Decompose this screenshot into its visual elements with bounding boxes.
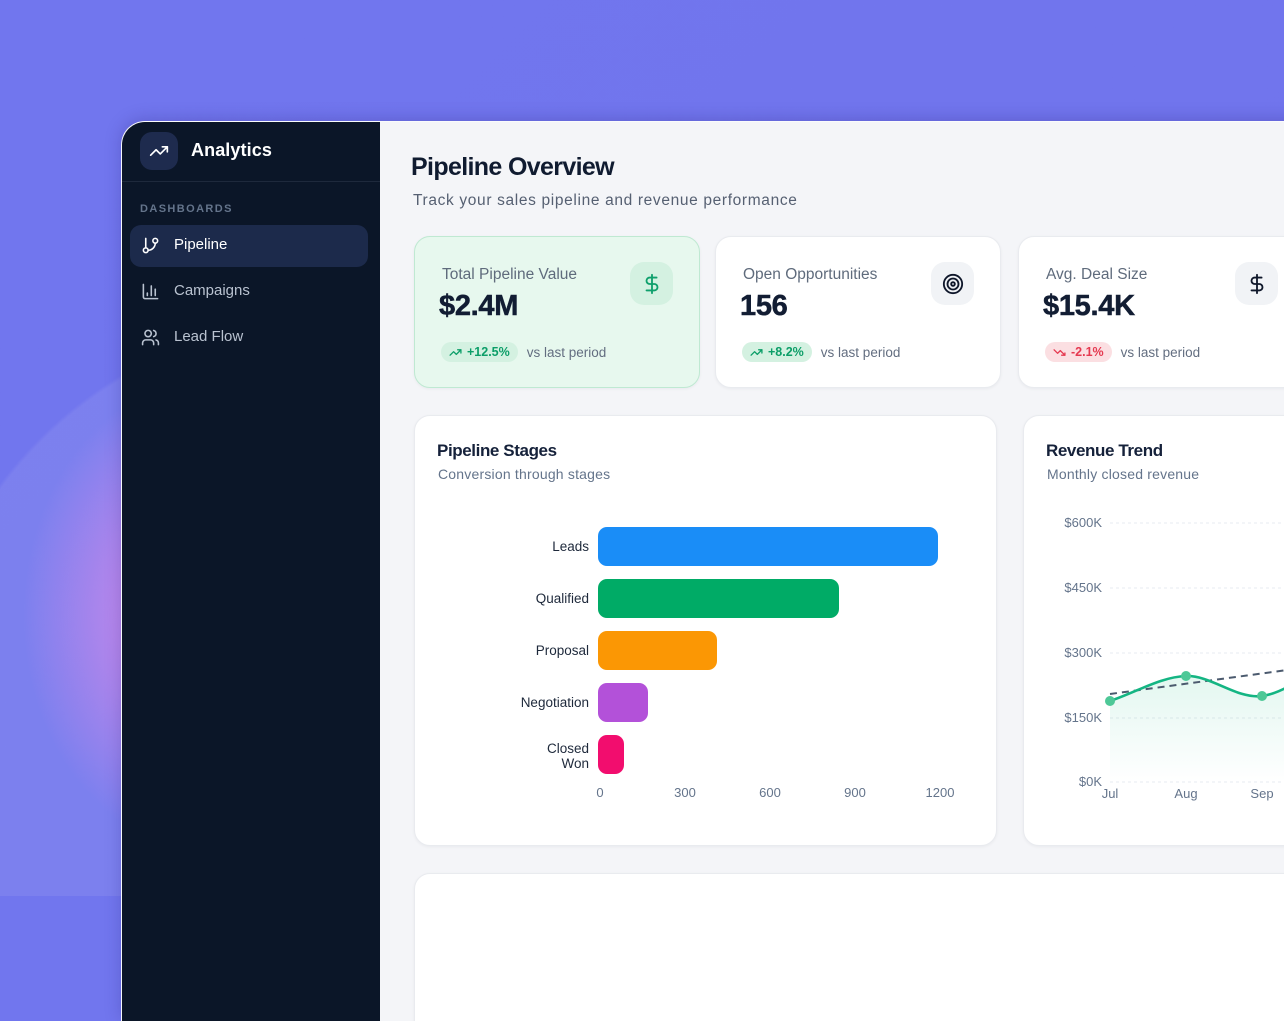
svg-text:$0K: $0K: [1079, 774, 1102, 789]
svg-text:Proposal: Proposal: [536, 643, 589, 658]
svg-text:$300K: $300K: [1064, 645, 1102, 660]
svg-text:Won: Won: [561, 756, 589, 771]
svg-text:300: 300: [674, 785, 696, 800]
svg-text:$150K: $150K: [1064, 710, 1102, 725]
svg-text:900: 900: [844, 785, 866, 800]
svg-text:Closed: Closed: [547, 741, 589, 756]
svg-text:0: 0: [596, 785, 603, 800]
svg-text:Leads: Leads: [552, 539, 589, 554]
svg-text:600: 600: [759, 785, 781, 800]
svg-text:$450K: $450K: [1064, 580, 1102, 595]
svg-text:Negotiation: Negotiation: [521, 695, 589, 710]
svg-text:Qualified: Qualified: [536, 591, 589, 606]
svg-text:Aug: Aug: [1174, 786, 1197, 801]
svg-text:Sep: Sep: [1250, 786, 1273, 801]
svg-text:1200: 1200: [926, 785, 955, 800]
svg-text:$600K: $600K: [1064, 515, 1102, 530]
svg-text:Jul: Jul: [1102, 786, 1119, 801]
